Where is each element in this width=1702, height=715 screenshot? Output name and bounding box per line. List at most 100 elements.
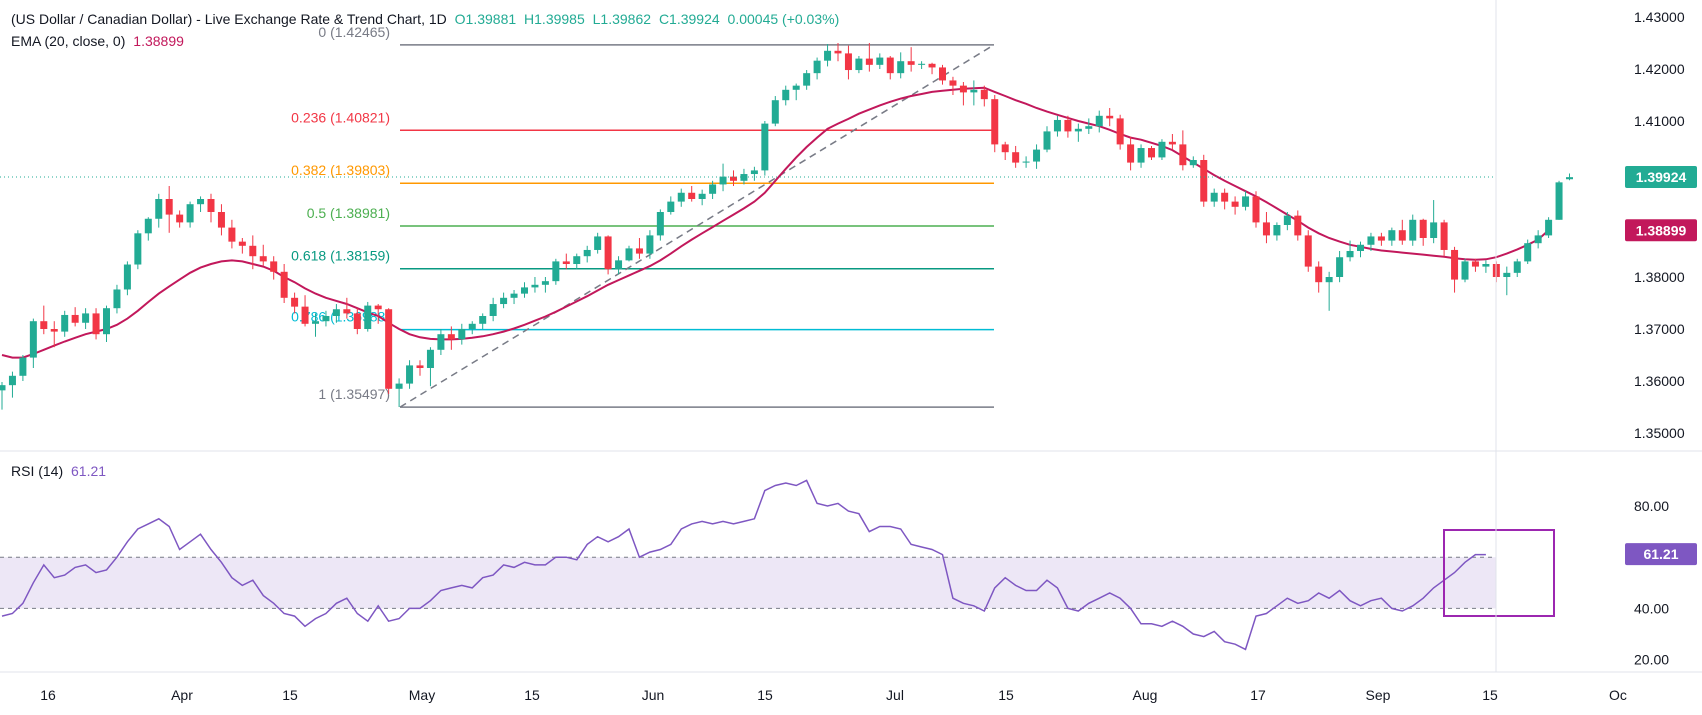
- price-tick-label: 1.43000: [1634, 9, 1685, 25]
- candle-body: [8, 375, 16, 386]
- candle: [803, 70, 811, 90]
- last-price-badge: 1.39924: [1625, 165, 1697, 188]
- candle: [740, 168, 748, 185]
- candle: [656, 209, 664, 241]
- candle: [1273, 222, 1281, 241]
- candle-body: [134, 233, 142, 265]
- candle: [1346, 240, 1354, 262]
- candle-body: [1388, 230, 1396, 241]
- time-tick-label: 16: [40, 687, 56, 703]
- candle: [238, 238, 246, 254]
- candle: [1148, 145, 1155, 160]
- fib-level-label: 0.618 (1.38159): [291, 248, 390, 264]
- ema-legend[interactable]: EMA (20, close, 0) 1.38899: [11, 33, 188, 49]
- ema-value: 1.38899: [133, 33, 184, 49]
- candle-body: [1022, 161, 1030, 163]
- candle: [1440, 219, 1448, 257]
- candle-body: [698, 193, 706, 199]
- symbol-title[interactable]: (US Dollar / Canadian Dollar) - Live Exc…: [11, 11, 447, 27]
- candle-body: [1367, 236, 1375, 245]
- price-tick-label: 1.41000: [1634, 113, 1685, 129]
- candle: [40, 305, 48, 335]
- candle-body: [1430, 222, 1438, 238]
- candle: [228, 219, 236, 249]
- candle-body: [1200, 160, 1208, 202]
- candle-body: [970, 89, 978, 93]
- candle: [1388, 227, 1396, 246]
- candle-body: [1095, 115, 1103, 127]
- rsi-band: [0, 557, 1496, 609]
- candle: [1127, 136, 1135, 171]
- chart-legend-main: (US Dollar / Canadian Dollar) - Live Exc…: [11, 11, 843, 27]
- time-tick-label: 15: [757, 687, 773, 703]
- candle-body: [322, 316, 330, 322]
- candle-body: [1482, 264, 1490, 267]
- candle: [395, 378, 403, 407]
- candle-body: [573, 256, 581, 264]
- fibonacci-retracement[interactable]: 0 (1.42465) 0.236 (1.40821) 0.382 (1.39803…: [291, 24, 994, 408]
- candle: [270, 256, 278, 280]
- close-value: C1.39924: [658, 11, 720, 27]
- candle: [1012, 145, 1020, 168]
- candle-body: [92, 313, 100, 335]
- candle-body: [876, 57, 884, 65]
- candle-body: [1440, 222, 1448, 250]
- candle-body: [1127, 144, 1135, 163]
- candle-body: [103, 308, 110, 335]
- candle-body: [113, 289, 121, 309]
- rsi-tick-label: 80.00: [1634, 498, 1669, 514]
- high-value: H1.39985: [524, 11, 585, 27]
- candle-body: [1252, 196, 1260, 223]
- candle: [604, 235, 612, 275]
- candle: [364, 301, 372, 332]
- candle-body: [792, 85, 800, 90]
- candle-body: [656, 212, 664, 236]
- candle: [1513, 258, 1521, 277]
- candle-body: [709, 184, 717, 194]
- candle: [761, 121, 769, 176]
- candle-body: [1137, 148, 1145, 163]
- candle: [531, 277, 539, 293]
- fib-level-label: 0 (1.42465): [318, 24, 390, 40]
- time-tick-label: Jun: [642, 687, 665, 703]
- candle-body: [1273, 225, 1281, 236]
- candle: [312, 313, 319, 337]
- candle-body: [144, 218, 152, 234]
- candle-body: [165, 199, 173, 215]
- candle: [1095, 110, 1103, 133]
- candle-body: [82, 313, 90, 323]
- candle-body: [688, 192, 696, 199]
- ema-price-badge-bg: [1625, 219, 1697, 242]
- candle: [1524, 239, 1532, 264]
- candle: [280, 264, 288, 303]
- candle: [698, 189, 706, 206]
- rsi-value-badge-bg: [1625, 543, 1697, 566]
- candle: [510, 290, 518, 305]
- price-tick-label: 1.36000: [1634, 373, 1685, 389]
- last-price-badge-text: 1.39924: [1636, 169, 1687, 185]
- ema-label: EMA (20, close, 0): [11, 33, 126, 49]
- candle-body: [249, 245, 257, 257]
- time-tick-label: Aug: [1133, 687, 1158, 703]
- candle-body: [353, 313, 361, 329]
- candle: [1085, 118, 1093, 134]
- candle-body: [1315, 266, 1323, 283]
- candle: [1210, 188, 1218, 207]
- candle: [1566, 173, 1573, 181]
- candle: [667, 196, 675, 215]
- low-value: L1.39862: [592, 11, 652, 27]
- candle: [709, 180, 717, 199]
- candle: [1409, 214, 1417, 246]
- candle-body: [1012, 152, 1020, 163]
- candle-body: [959, 85, 967, 93]
- candle: [541, 277, 549, 293]
- candle-body: [1409, 219, 1417, 241]
- candle: [688, 186, 696, 202]
- candle-body: [1419, 219, 1427, 238]
- rsi-legend[interactable]: RSI (14) 61.21: [11, 463, 110, 479]
- candle: [1283, 212, 1291, 231]
- candle: [1022, 156, 1030, 168]
- candle: [897, 52, 905, 79]
- candle-body: [1294, 215, 1302, 236]
